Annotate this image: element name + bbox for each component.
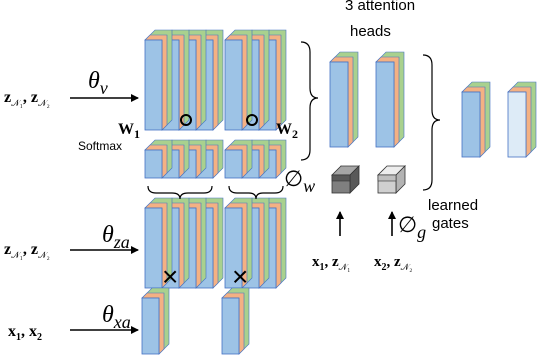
softmax-label: Softmax bbox=[78, 139, 122, 153]
gate-input-label-1: x1, z𝒩₁ bbox=[312, 254, 350, 273]
output-stack-2-front-face bbox=[507, 91, 527, 158]
head-2-front-face bbox=[375, 61, 395, 148]
compose-symbol-1 bbox=[180, 114, 192, 126]
heads-label-line2: heads bbox=[350, 23, 391, 40]
value-stack-2 bbox=[224, 29, 287, 131]
brace-softmax-left bbox=[147, 185, 213, 200]
output-stack-2 bbox=[507, 81, 537, 158]
w2-label: W2 bbox=[276, 121, 298, 141]
attention-stack-1 bbox=[144, 197, 224, 289]
theta-v-label: θv bbox=[88, 68, 108, 98]
compose-symbol-2 bbox=[246, 114, 258, 126]
times-symbol-1: × bbox=[162, 261, 178, 292]
input-stack-1-front-face bbox=[141, 297, 160, 355]
brace-softmax-right bbox=[228, 185, 284, 200]
input-label-v: z𝒩₁, z𝒩₂ bbox=[4, 89, 50, 108]
gate-dark-band bbox=[331, 174, 351, 182]
brace-heads bbox=[300, 41, 319, 161]
attention-stack-1-front-face bbox=[144, 207, 163, 289]
input-label-xa: x1, x2 bbox=[8, 323, 42, 343]
block-stacks bbox=[141, 29, 537, 355]
head-2 bbox=[375, 51, 405, 148]
gate-input-label-2: x2, z𝒩₂ bbox=[374, 254, 412, 273]
w1-label: W1 bbox=[118, 121, 140, 141]
value-stack-1-front-face bbox=[144, 39, 163, 131]
input-stack-2-front-face bbox=[221, 297, 240, 355]
head-1-front-face bbox=[329, 61, 349, 148]
times-symbol-2: × bbox=[232, 261, 248, 292]
brace-gates bbox=[422, 54, 441, 191]
phi-g-label: ∅g bbox=[398, 212, 426, 242]
softmax-strip-2-front-face bbox=[224, 149, 243, 179]
softmax-strip-1-front-face bbox=[144, 149, 163, 179]
softmax-strip-1 bbox=[144, 139, 224, 179]
input-stack-1 bbox=[141, 287, 170, 355]
value-stack-1 bbox=[144, 29, 224, 131]
theta-xa-label: θxa bbox=[102, 302, 131, 332]
phi-w-label: ∅w bbox=[284, 166, 315, 196]
theta-za-label: θza bbox=[102, 222, 130, 252]
output-stack-1-front-face bbox=[461, 91, 481, 158]
learned-gates-label-line2: gates bbox=[432, 215, 469, 232]
gate-light-band bbox=[377, 174, 397, 182]
value-stack-2-front-face bbox=[224, 39, 243, 131]
learned-gates-label-line1: learned bbox=[428, 197, 478, 214]
heads-label-line1: 3 attention bbox=[345, 0, 415, 14]
input-label-za: z𝒩₁, z𝒩₂ bbox=[4, 241, 50, 260]
head-1 bbox=[329, 51, 359, 148]
softmax-strip-2 bbox=[224, 139, 287, 179]
output-stack-1 bbox=[461, 81, 491, 158]
input-stack-2 bbox=[221, 287, 250, 355]
